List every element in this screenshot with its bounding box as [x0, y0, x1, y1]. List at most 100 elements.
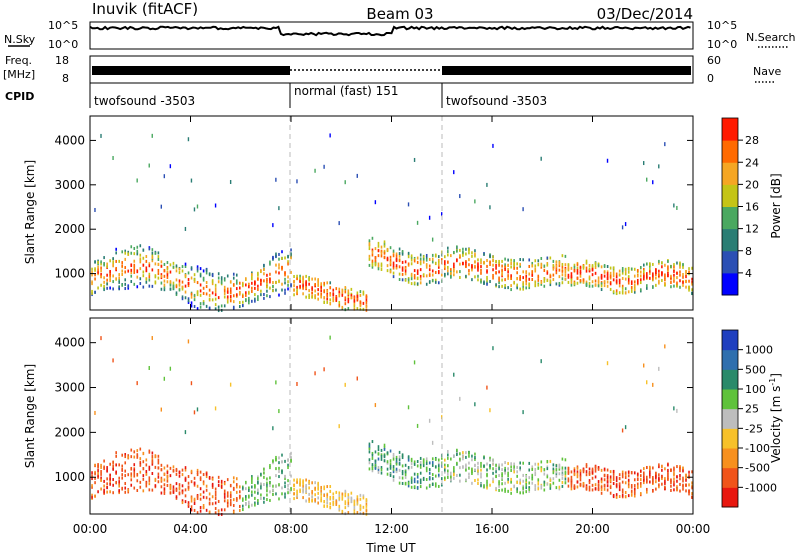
power-cell — [664, 278, 666, 282]
power-cell — [522, 286, 525, 290]
power-cell — [181, 285, 184, 289]
velocity-cell — [630, 489, 633, 493]
velocity-cell — [257, 481, 259, 485]
power-cell — [480, 271, 482, 275]
power-cell — [223, 295, 226, 299]
power-cell — [142, 256, 145, 260]
velocity-cell — [290, 451, 292, 455]
velocity-cell — [676, 475, 678, 479]
power-cell — [317, 288, 319, 292]
velocity-cell — [459, 452, 461, 456]
velocity-cell — [187, 504, 190, 508]
velocity-cell — [275, 457, 277, 461]
velocity-cell — [184, 466, 187, 470]
power-cell — [320, 282, 322, 286]
velocity-cell — [302, 482, 304, 486]
power-cell — [214, 287, 217, 291]
velocity-cell — [688, 470, 690, 474]
power-cell — [100, 262, 102, 266]
velocity-cell — [676, 485, 678, 489]
power-cell — [664, 142, 666, 147]
velocity-cell — [444, 476, 446, 480]
velocity-cell — [217, 499, 220, 503]
velocity-cell — [169, 366, 172, 371]
velocity-cell — [597, 467, 600, 471]
velocity-cell — [425, 469, 428, 473]
power-cell — [380, 262, 383, 266]
power-cell — [109, 286, 111, 290]
power-cell — [555, 271, 558, 275]
power-cell — [308, 296, 310, 300]
velocity-cell — [477, 481, 479, 485]
velocity-cell — [272, 484, 274, 488]
velocity-cell — [91, 495, 93, 499]
power-cell — [329, 293, 332, 297]
power-cell — [287, 255, 289, 259]
velocity-cell — [278, 461, 280, 465]
velocity-cell — [359, 497, 362, 501]
power-cell — [549, 256, 552, 260]
power-cell — [661, 271, 663, 275]
power-cell — [263, 279, 265, 283]
velocity-cell — [468, 461, 470, 465]
power-cell — [658, 281, 660, 285]
velocity-cell — [263, 475, 265, 479]
velocity-cell — [323, 367, 325, 372]
power-cell — [257, 273, 259, 277]
velocity-cell — [398, 481, 401, 485]
velocity-cell — [474, 478, 476, 482]
cpid-row: CPID twofsound -3503 normal (fast) 151 t… — [5, 83, 547, 108]
velocity-cell — [251, 476, 253, 480]
velocity-cell — [172, 465, 175, 469]
power-cell — [428, 273, 431, 277]
power-cell — [193, 298, 196, 302]
velocity-cell — [444, 458, 446, 462]
power-cell — [516, 271, 518, 275]
power-cell — [453, 273, 455, 277]
velocity-cell — [480, 468, 482, 472]
velocity-cell — [685, 476, 687, 480]
velocity-cell — [127, 490, 130, 494]
power-cell — [257, 271, 259, 275]
power-cell — [422, 273, 425, 277]
velocity-cell — [154, 484, 157, 488]
power-cell — [130, 280, 133, 284]
power-cell — [627, 290, 630, 294]
power-cell — [202, 286, 205, 290]
velocity-cell — [495, 474, 497, 478]
velocity-cell — [431, 440, 434, 445]
velocity-cell — [603, 478, 606, 482]
velocity-cell — [410, 480, 413, 484]
velocity-cell — [612, 469, 615, 473]
velocity-cell — [425, 459, 428, 463]
velocity-cell — [175, 496, 178, 500]
power-cell — [450, 271, 452, 275]
power-cell — [673, 265, 675, 269]
power-cell — [299, 277, 301, 281]
velocity-cell — [624, 475, 627, 479]
power-cell — [145, 254, 148, 258]
velocity-cell — [504, 471, 506, 475]
velocity-cell — [368, 461, 371, 465]
velocity-cell — [389, 462, 392, 466]
power-cell — [278, 206, 280, 211]
power-cell — [679, 285, 681, 289]
velocity-cell — [148, 488, 151, 492]
power-cell — [621, 290, 624, 294]
power-cell — [296, 292, 298, 296]
power-cell — [359, 307, 362, 311]
power-cell — [453, 268, 455, 272]
velocity-cell — [395, 462, 398, 466]
velocity-cell — [109, 473, 111, 477]
velocity-cell — [609, 475, 612, 479]
velocity-cell — [558, 487, 561, 491]
power-cell — [579, 271, 582, 275]
colorbar-tick-label: -1000 — [745, 481, 777, 494]
velocity-cell — [401, 456, 404, 460]
velocity-cell — [558, 464, 561, 468]
velocity-cell — [492, 477, 494, 481]
power-cell — [528, 286, 531, 290]
power-cell — [118, 285, 120, 289]
velocity-cell — [109, 478, 111, 482]
power-cell — [495, 266, 497, 270]
